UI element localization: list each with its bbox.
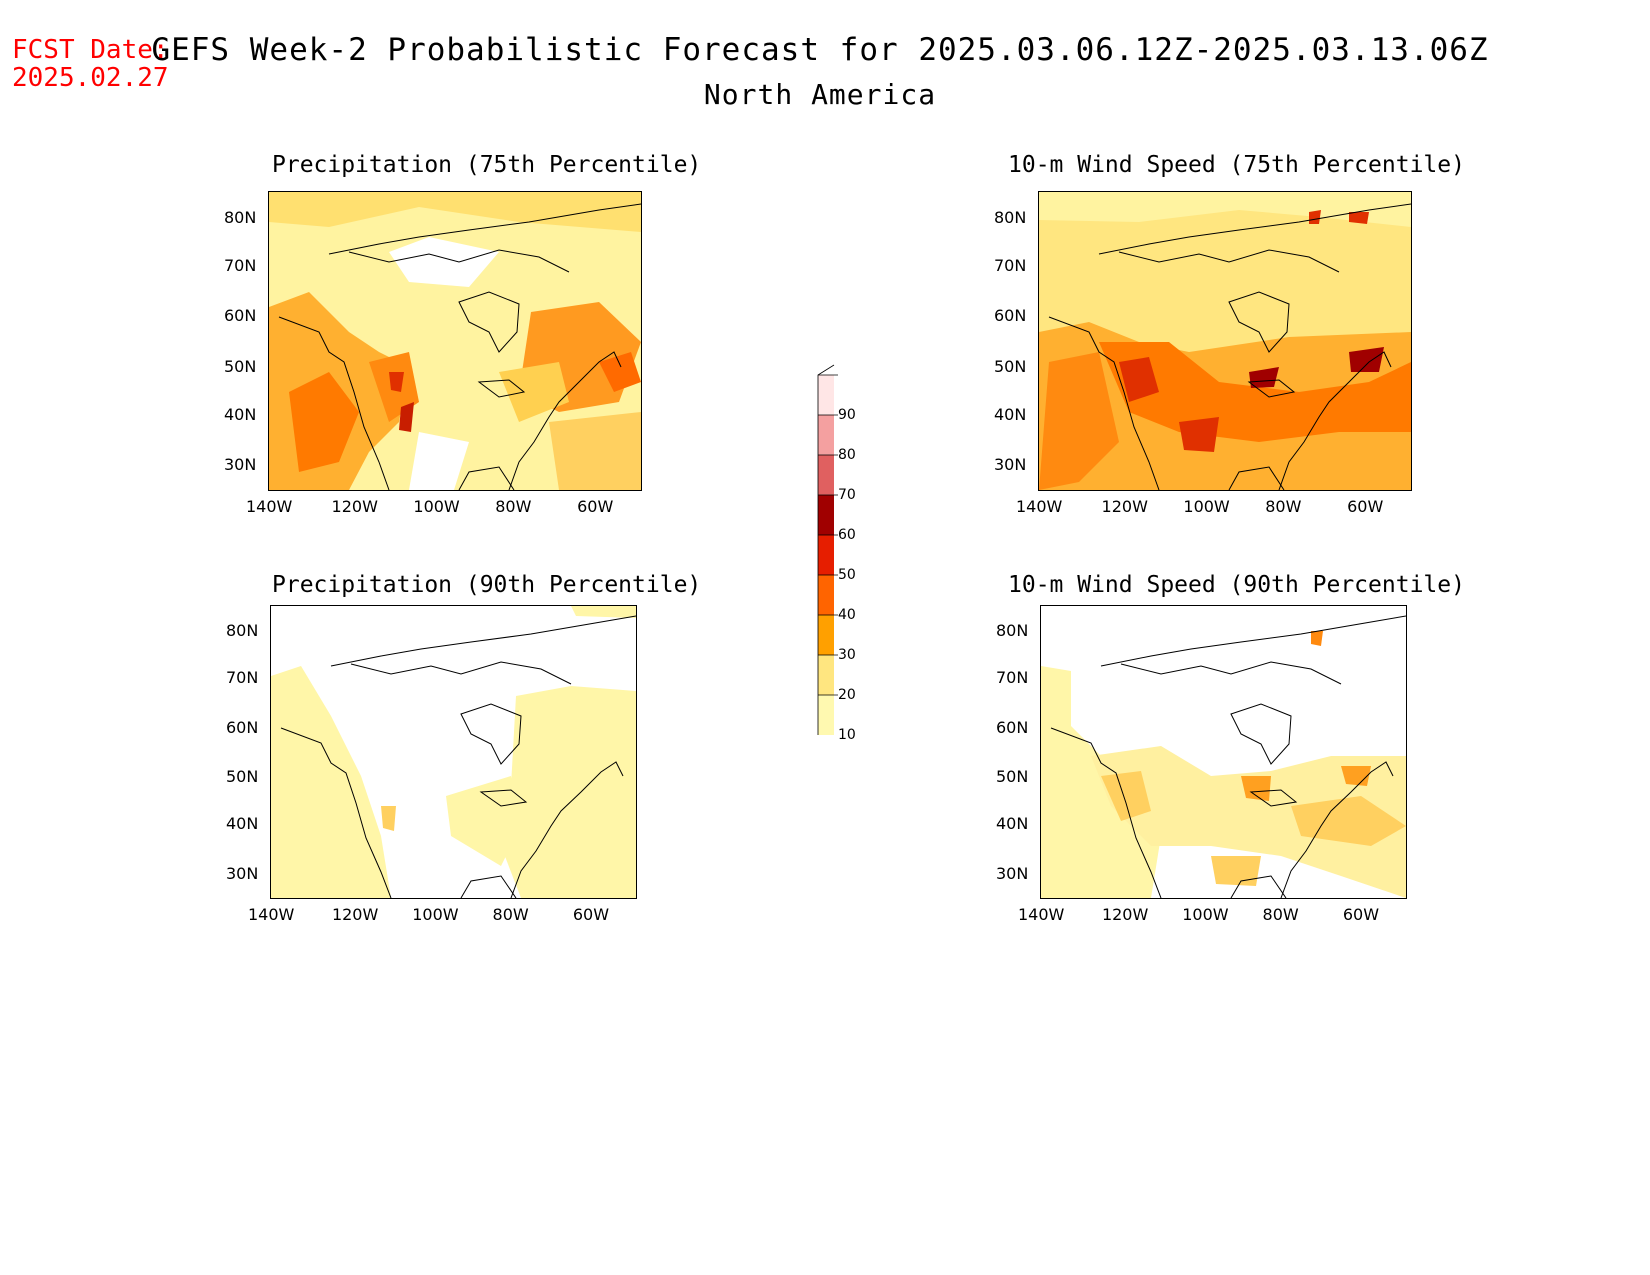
lat-label-wind90: 70N	[996, 668, 1029, 687]
colorbar: 10 20 30 40 50 60 70 80 90	[808, 335, 888, 765]
lon-label-precip90: 120W	[331, 905, 379, 924]
colorbar-label: 20	[838, 687, 856, 703]
lon-label-wind75: 120W	[1101, 497, 1148, 516]
colorbar-label: 30	[838, 647, 856, 663]
colorbar-label: 70	[838, 487, 856, 503]
lat-label-precip75: 80N	[224, 207, 257, 227]
lon-label-precip75: 100W	[413, 497, 460, 516]
page-subtitle: North America	[703, 78, 937, 111]
colorbar-segment	[818, 375, 834, 415]
lon-label-wind75: 100W	[1183, 497, 1230, 516]
lat-label-wind75: 50N	[994, 356, 1027, 376]
page-title: GEFS Week-2 Probabilistic Forecast for 2…	[151, 32, 1489, 68]
colorbar-label: 40	[838, 607, 856, 623]
map-wind90	[1040, 605, 1407, 899]
map-precip90	[270, 605, 637, 899]
lon-label-wind90: 80W	[1262, 905, 1299, 924]
colorbar-segment	[818, 455, 834, 495]
lon-label-wind90: 100W	[1182, 905, 1229, 924]
colorbar-label: 60	[838, 527, 856, 543]
lat-label-wind75: 60N	[994, 306, 1027, 326]
lon-label-precip90: 140W	[248, 905, 295, 924]
lat-label-precip75: 60N	[224, 306, 257, 326]
colorbar-label: 90	[838, 407, 856, 423]
lat-label-wind90: 40N	[996, 814, 1029, 833]
lon-label-precip90: 100W	[412, 905, 459, 924]
lon-label-precip75: 80W	[495, 497, 532, 516]
lat-label-wind90: 60N	[996, 717, 1029, 737]
lat-label-precip75: 50N	[224, 356, 257, 376]
panel-title-wind90: 10-m Wind Speed (90th Percentile)	[1008, 572, 1465, 598]
lat-label-precip90: 50N	[226, 767, 259, 787]
lat-label-wind90: 50N	[996, 767, 1029, 787]
colorbar-segment	[818, 575, 834, 615]
map-wind75	[1038, 191, 1412, 491]
lat-label-wind75: 40N	[994, 404, 1027, 424]
lon-label-wind90: 120W	[1101, 905, 1149, 924]
lat-label-precip90: 70N	[226, 668, 259, 687]
lat-label-wind90: 30N	[996, 863, 1029, 883]
lat-label-precip90: 80N	[226, 621, 259, 641]
colorbar-segment	[818, 695, 834, 735]
colorbar-segment	[818, 615, 834, 655]
lon-label-precip90: 60W	[572, 905, 610, 924]
lon-label-precip90: 80W	[492, 905, 529, 924]
colorbar-segment	[818, 495, 834, 535]
lat-label-precip90: 30N	[226, 863, 259, 883]
panel-title-precip75: Precipitation (75th Percentile)	[272, 152, 702, 178]
lat-label-precip75: 70N	[224, 255, 257, 275]
colorbar-label: 50	[838, 567, 856, 583]
lon-label-precip75: 140W	[246, 497, 293, 516]
colorbar-label: 10	[838, 727, 856, 743]
lat-label-precip75: 30N	[224, 455, 257, 475]
lat-label-wind90: 80N	[996, 621, 1029, 641]
lat-label-wind75: 30N	[994, 455, 1027, 475]
colorbar-segment	[818, 655, 834, 695]
lon-label-wind75: 80W	[1265, 497, 1302, 516]
forecast-date-value: 2025.02.27	[12, 63, 169, 93]
panel-title-precip90: Precipitation (90th Percentile)	[272, 572, 702, 598]
lon-label-wind90: 60W	[1342, 905, 1380, 924]
panel-title-wind75: 10-m Wind Speed (75th Percentile)	[1008, 152, 1465, 178]
forecast-date-label: FCST Date:	[12, 35, 169, 65]
lat-label-wind75: 70N	[994, 255, 1027, 275]
lat-label-precip75: 40N	[224, 404, 257, 424]
map-precip75	[268, 191, 642, 491]
colorbar-label: 80	[838, 447, 856, 463]
colorbar-segment	[818, 415, 834, 455]
lon-label-precip75: 60W	[577, 497, 614, 516]
lon-label-wind75: 60W	[1347, 497, 1384, 516]
forecast-date: FCST Date: 2025.02.27	[12, 36, 169, 92]
lat-label-precip90: 60N	[226, 717, 259, 737]
lon-label-wind75: 140W	[1016, 497, 1063, 516]
colorbar-segment	[818, 535, 834, 575]
lat-label-wind75: 80N	[994, 207, 1027, 227]
lon-label-wind90: 140W	[1018, 905, 1065, 924]
lat-label-precip90: 40N	[226, 814, 259, 833]
lon-label-precip75: 120W	[331, 497, 378, 516]
